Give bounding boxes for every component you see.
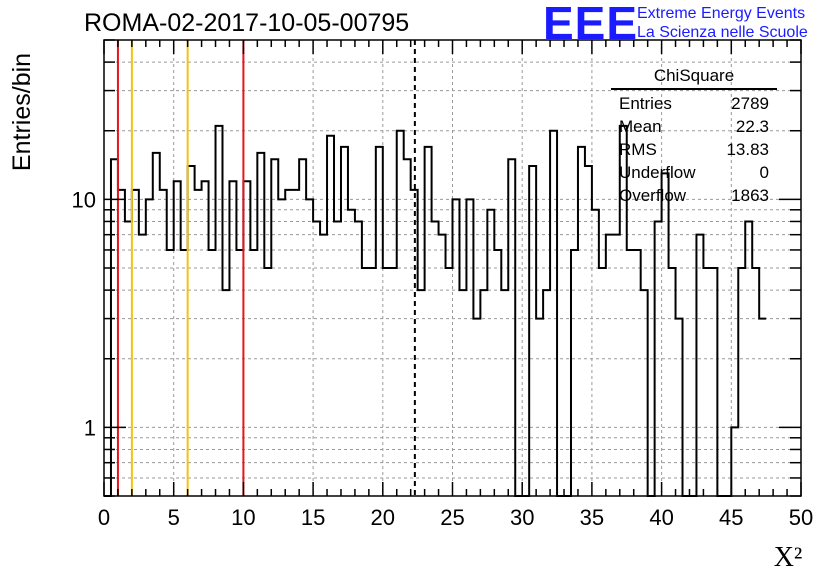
chart-title: ROMA-02-2017-10-05-00795	[84, 9, 410, 37]
x-tick-label: 40	[649, 505, 673, 530]
x-tick-label: 35	[580, 505, 604, 530]
stats-label: Entries	[619, 94, 672, 113]
x-tick-label: 0	[98, 505, 110, 530]
stats-row-underflow: Underflow 0	[611, 161, 777, 184]
x-tick-label: 50	[789, 505, 813, 530]
x-tick-label: 20	[371, 505, 395, 530]
eee-logo: EEE	[543, 0, 639, 49]
stats-value: 22.3	[735, 117, 769, 136]
stats-row-rms: RMS 13.83	[611, 138, 777, 161]
x-tick-label: 30	[510, 505, 534, 530]
stats-label: RMS	[619, 140, 657, 159]
reference-lines	[116, 40, 416, 496]
logo-caption-line2: La Scienza nelle Scuole	[637, 24, 808, 41]
logo-caption-line1: Extreme Energy Events	[637, 5, 806, 22]
stats-box: ChiSquare Entries 2789 Mean 22.3 RMS 13.…	[611, 66, 777, 207]
stats-label: Overflow	[619, 186, 687, 205]
stats-value: 2789	[731, 94, 769, 113]
stats-row-overflow: Overflow 1863	[611, 184, 777, 207]
x-tick-label: 10	[231, 505, 255, 530]
x-tick-label: 15	[301, 505, 325, 530]
stats-row-entries: Entries 2789	[611, 92, 777, 115]
y-tick-label: 10	[72, 187, 96, 212]
stats-row-mean: Mean 22.3	[611, 115, 777, 138]
stats-title: ChiSquare	[611, 66, 777, 90]
y-tick-label: 1	[84, 415, 96, 440]
stats-label: Mean	[619, 117, 662, 136]
stats-value: 1863	[731, 186, 769, 205]
stats-label: Underflow	[619, 163, 696, 182]
x-axis-label: X²	[774, 542, 803, 572]
stats-value: 13.83	[726, 140, 769, 159]
y-axis-label: Entries/bin	[8, 53, 36, 171]
x-tick-label: 25	[440, 505, 464, 530]
x-tick-label: 45	[719, 505, 743, 530]
logo-caption: Extreme Energy Events La Scienza nelle S…	[637, 4, 808, 42]
axes: 0 5 10 15 20 25 30 35 40 45 50 1 10	[72, 39, 813, 530]
stats-value: 0	[759, 163, 769, 182]
x-tick-label: 5	[168, 505, 180, 530]
